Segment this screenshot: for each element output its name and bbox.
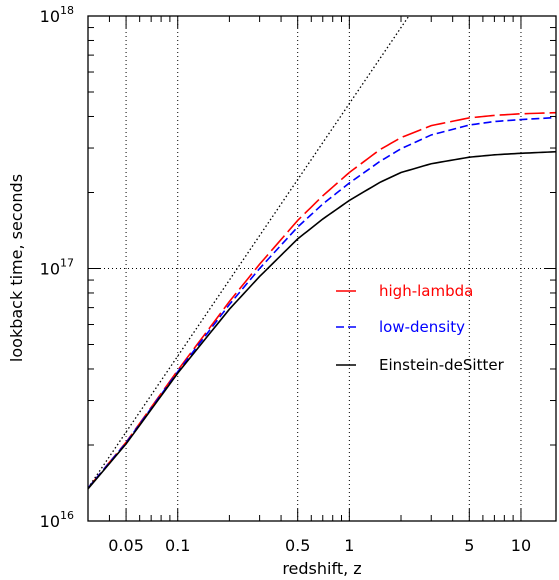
x-tick-label: 0.1 (165, 536, 190, 555)
y-tick-exponent: 16 (60, 509, 74, 522)
x-axis-label: redshift, z (282, 559, 361, 578)
y-axis-label: lookback time, seconds (7, 174, 26, 362)
plot-frame (87, 15, 557, 522)
x-tick-label: 1 (344, 536, 354, 555)
x-tick-labels: 0.05 0.1 0.5 1 5 10 (108, 536, 531, 555)
series-high-lambda (88, 111, 556, 489)
series-low-density (88, 116, 556, 489)
series-dotted-reference (88, 16, 409, 489)
y-tick-exponent: 18 (60, 4, 74, 17)
series-einstein-desitter (88, 150, 556, 490)
x-tick-label: 5 (464, 536, 474, 555)
legend-label: Einstein-deSitter (379, 356, 505, 374)
axis-ticks (87, 15, 556, 522)
legend-label: low-density (379, 318, 465, 336)
legend-label: high-lambda (379, 282, 473, 300)
y-tick-label: 10 (40, 260, 60, 279)
x-tick-label: 0.05 (108, 536, 144, 555)
series-group (88, 16, 556, 490)
legend: high-lambda low-density Einstein-deSitter (336, 282, 505, 374)
y-tick-label: 10 (40, 7, 60, 26)
y-tick-exponent: 17 (60, 257, 74, 270)
x-tick-label: 10 (511, 536, 531, 555)
y-tick-label: 10 (40, 512, 60, 531)
grid-lines (88, 16, 556, 521)
x-tick-label: 0.5 (285, 536, 310, 555)
